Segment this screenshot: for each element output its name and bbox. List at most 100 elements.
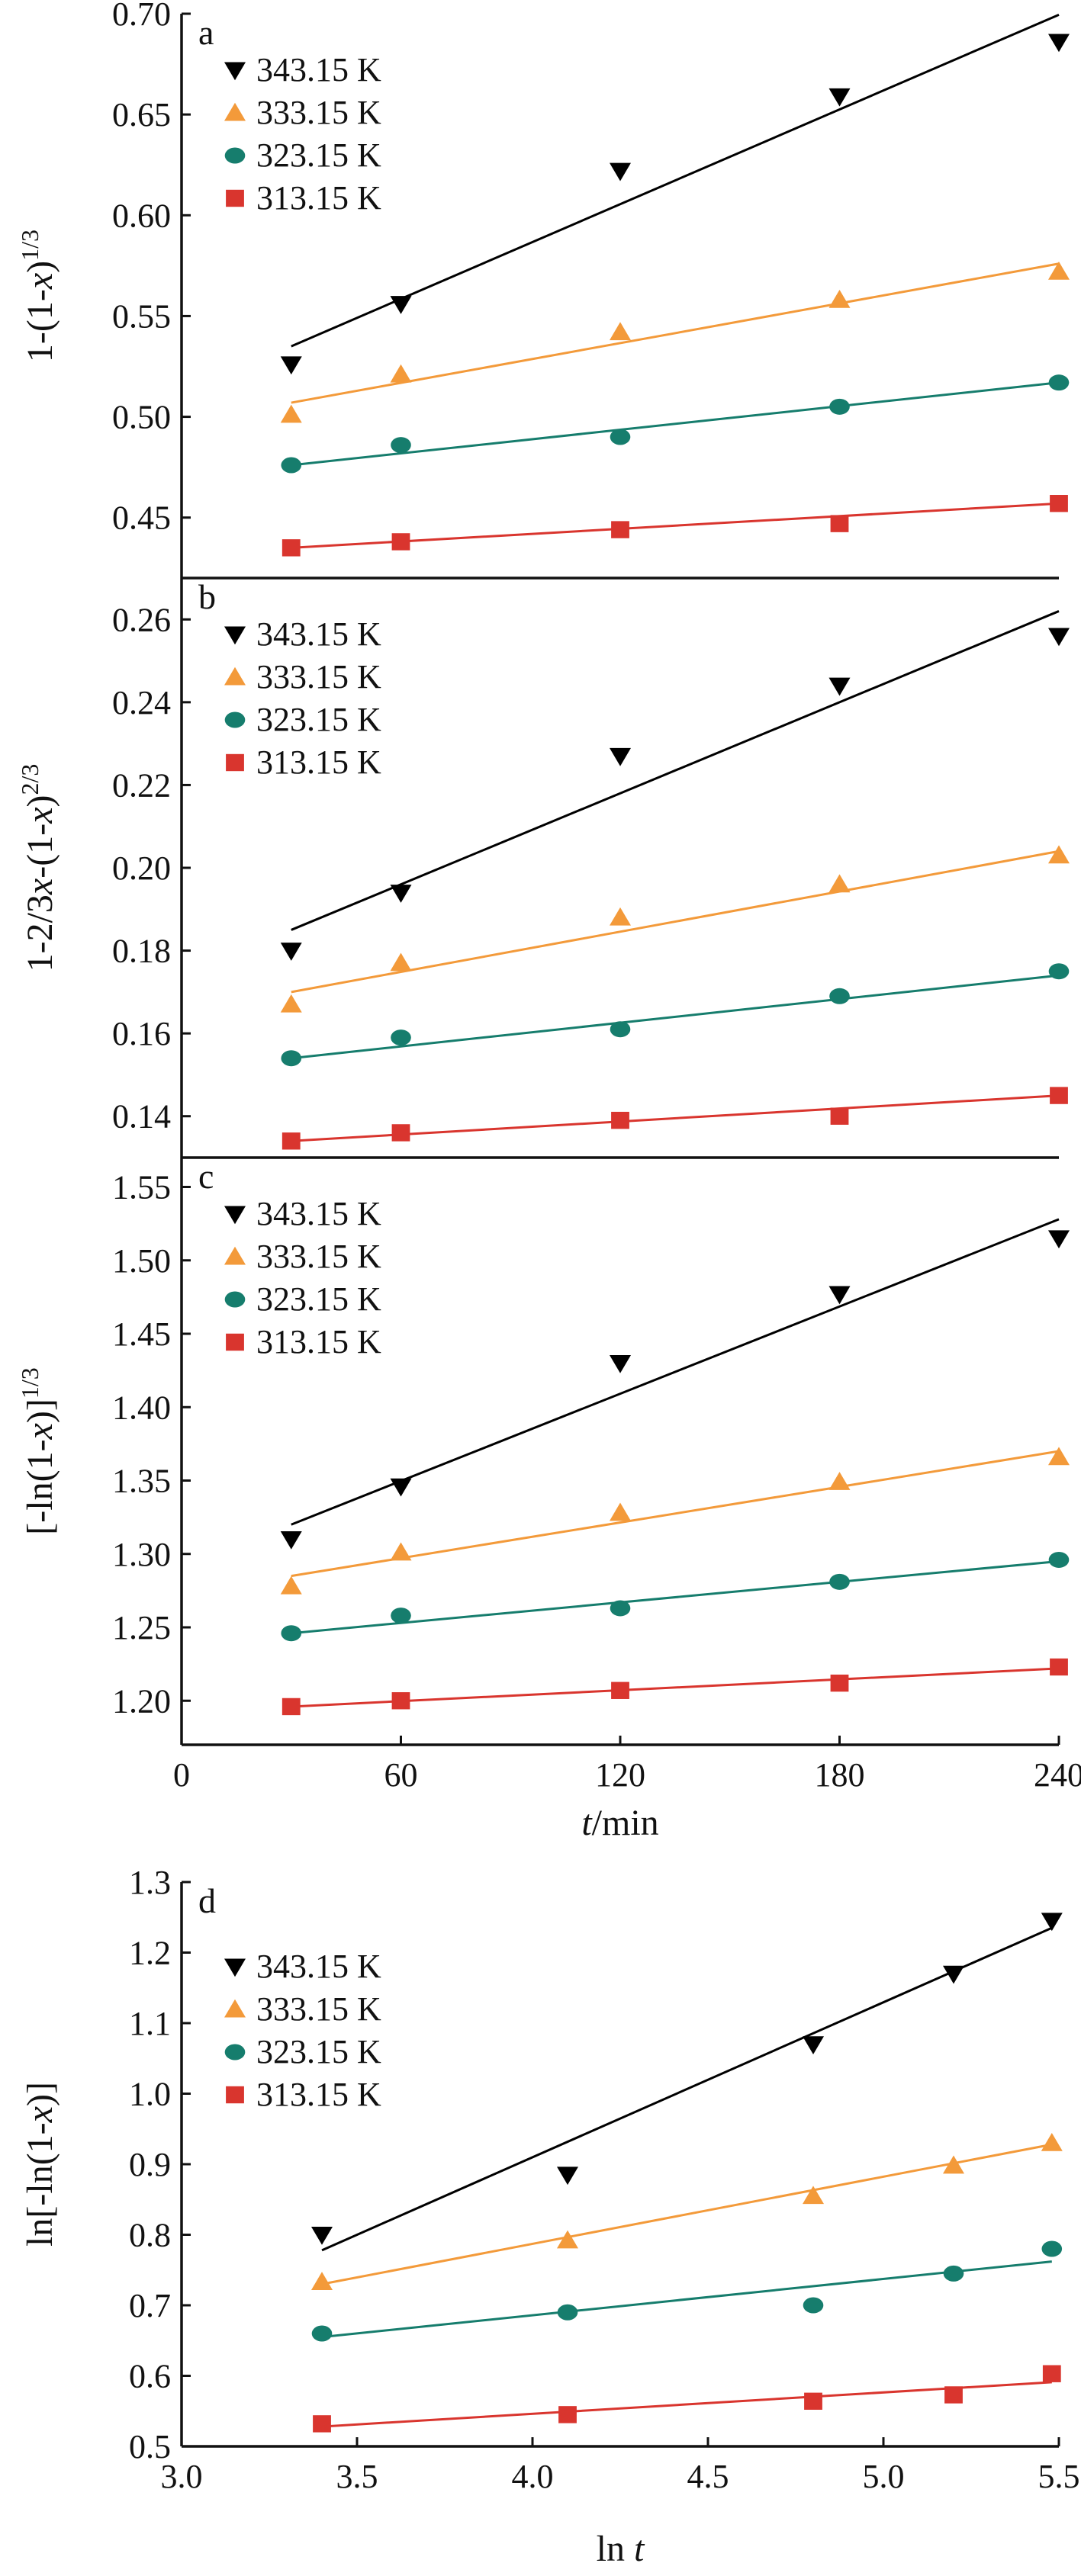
series-31315-k — [313, 2365, 1061, 2433]
x-tick-label: 180 — [815, 1756, 865, 1794]
data-point — [610, 1021, 631, 1038]
data-point — [803, 2186, 824, 2205]
data-point — [1041, 2240, 1063, 2257]
data-point — [828, 289, 851, 308]
data-point — [804, 2392, 822, 2410]
data-point — [1048, 1447, 1070, 1466]
legend-marker — [224, 102, 246, 121]
data-point — [391, 1029, 411, 1046]
legend-label: 323.15 K — [256, 1280, 381, 1318]
legend-marker — [226, 189, 244, 207]
legend-marker — [224, 1999, 246, 2018]
series-31315-k — [282, 1658, 1068, 1716]
y-tick-label: 0.26 — [112, 601, 171, 638]
y-tick-label: 1.1 — [129, 2005, 171, 2042]
legend-marker — [224, 1246, 246, 1265]
y-tick-label: 0.18 — [112, 933, 171, 970]
x-tick-label: 120 — [595, 1756, 645, 1794]
y-tick-label: 0.60 — [112, 197, 171, 234]
data-point — [390, 364, 412, 383]
data-point — [280, 1531, 302, 1550]
data-point — [1048, 1551, 1070, 1568]
legend-label: 333.15 K — [256, 1238, 381, 1275]
data-point — [557, 2304, 578, 2321]
y-axis-title: ln[-ln(1-x)] — [20, 2082, 60, 2247]
data-point — [313, 2415, 331, 2433]
data-point — [830, 1107, 849, 1125]
data-point — [558, 2406, 577, 2423]
data-point — [280, 994, 302, 1013]
data-point — [610, 322, 631, 341]
data-point — [1042, 2365, 1061, 2382]
x-tick-label: 0 — [173, 1756, 190, 1794]
legend-label: 323.15 K — [256, 137, 381, 174]
y-tick-label: 1.3 — [129, 1864, 171, 1901]
legend-label: 343.15 K — [256, 1948, 381, 1985]
y-tick-label: 1.45 — [112, 1315, 171, 1353]
y-tick-label: 0.70 — [112, 0, 171, 33]
series-31315-k — [282, 1087, 1068, 1150]
data-point — [282, 539, 301, 557]
data-point — [610, 162, 631, 181]
y-tick-label: 0.24 — [112, 684, 171, 721]
panel-letter: b — [198, 577, 216, 616]
y-tick-label: 1.35 — [112, 1463, 171, 1500]
y-tick-label: 1.0 — [129, 2076, 171, 2113]
y-tick-label: 1.20 — [112, 1682, 171, 1720]
x-tick-label: 60 — [384, 1756, 418, 1794]
data-point — [829, 398, 850, 415]
y-tick-label: 0.20 — [112, 850, 171, 887]
legend-label: 333.15 K — [256, 94, 381, 131]
data-point — [828, 1472, 851, 1490]
data-point — [828, 88, 851, 107]
data-point — [1048, 1230, 1070, 1249]
data-point — [829, 988, 850, 1004]
panel-letter: c — [198, 1157, 214, 1196]
data-point — [1041, 1913, 1063, 1932]
x-tick-label: 4.5 — [687, 2458, 729, 2495]
fit-line — [291, 1667, 1060, 1708]
y-tick-label: 1.40 — [112, 1389, 171, 1426]
x-axis-title: ln t — [597, 2529, 645, 2569]
data-point — [828, 1286, 851, 1305]
fit-line — [291, 1450, 1060, 1578]
legend-label: 323.15 K — [256, 701, 381, 738]
legend-marker — [226, 1333, 244, 1351]
data-point — [610, 1355, 631, 1373]
legend-marker — [224, 711, 246, 728]
series-32315-k — [281, 963, 1070, 1067]
y-tick-label: 1.2 — [129, 1935, 171, 1972]
x-tick-label: 4.0 — [512, 2458, 554, 2495]
x-tick-label: 5.5 — [1038, 2458, 1080, 2495]
x-tick-label: 5.0 — [863, 2458, 905, 2495]
series-33315-k — [280, 845, 1070, 1013]
legend-marker — [224, 1206, 246, 1225]
data-point — [943, 1965, 964, 1984]
data-point — [557, 2166, 578, 2186]
legend-marker — [226, 753, 244, 772]
data-point — [391, 533, 410, 551]
y-tick-label: 0.14 — [112, 1098, 171, 1135]
data-point — [610, 747, 631, 766]
series-33315-k — [311, 2132, 1063, 2290]
data-point — [281, 1050, 302, 1067]
panel-b: 0.14 0.16 0.18 0.20 0.22 0.24 0.26 b 1-2/3x-(1-x… — [16, 577, 1070, 1159]
data-point — [610, 429, 631, 445]
fit-line — [321, 2381, 1052, 2428]
data-point — [390, 1542, 412, 1561]
legend-marker — [224, 62, 246, 81]
fit-line — [291, 1218, 1060, 1526]
y-tick-label: 0.16 — [112, 1015, 171, 1052]
legend-marker — [224, 626, 246, 645]
y-tick-label: 0.65 — [112, 96, 171, 133]
data-point — [390, 1478, 412, 1497]
series-33315-k — [280, 1447, 1070, 1595]
data-point — [803, 2036, 824, 2055]
fit-line — [291, 13, 1060, 348]
fit-line — [291, 381, 1060, 467]
legend-label: 343.15 K — [256, 615, 381, 653]
y-axis-title: 1-2/3x-(1-x)2/3 — [16, 764, 60, 972]
data-point — [391, 437, 411, 454]
data-point — [829, 1573, 850, 1590]
